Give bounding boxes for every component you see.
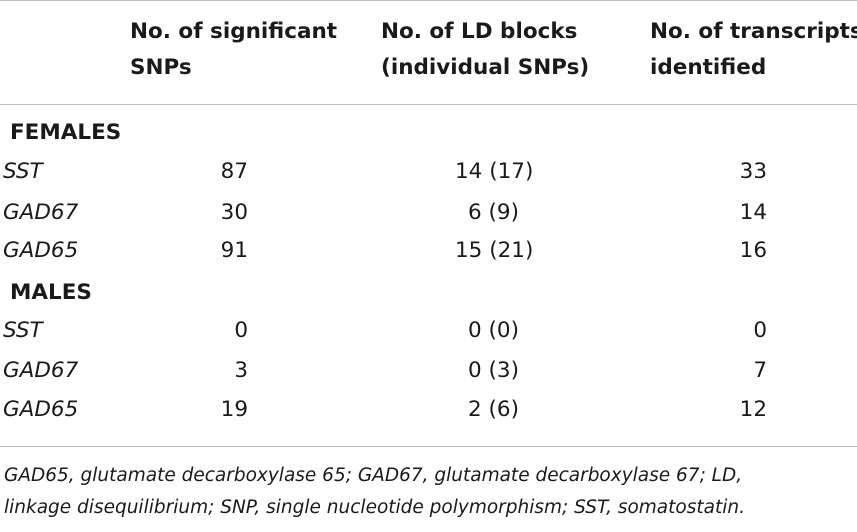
row-snps: 87 — [220, 159, 248, 184]
row-transcripts: 33 — [739, 159, 767, 184]
section-title-females: FEMALES — [10, 120, 122, 145]
row-transcripts: 12 — [739, 397, 767, 422]
header-ld-blocks-line1: No. of LD blocks — [381, 19, 578, 44]
row-ld-blocks: 15 (21) — [455, 238, 534, 263]
row-transcripts: 7 — [753, 358, 767, 383]
section-title-males: MALES — [10, 280, 92, 305]
header-significant-snps-line2: SNPs — [130, 55, 192, 80]
row-gene: GAD65 — [3, 397, 79, 422]
row-snps: 0 — [234, 318, 248, 343]
row-ld-blocks: 14 (17) — [455, 159, 534, 184]
row-ld-blocks: 2 (6) — [468, 397, 519, 422]
row-gene: GAD67 — [3, 358, 79, 383]
header-ld-blocks: No. of LD blocks (individual SNPs) — [381, 14, 589, 86]
row-transcripts: 0 — [753, 318, 767, 343]
row-snps: 19 — [220, 397, 248, 422]
top-rule — [0, 0, 857, 1]
row-snps: 30 — [220, 200, 248, 225]
header-significant-snps: No. of significant SNPs — [130, 14, 337, 86]
row-transcripts: 16 — [739, 238, 767, 263]
row-gene: GAD65 — [3, 238, 79, 263]
row-gene: SST — [3, 318, 43, 343]
header-transcripts-line2: identified — [650, 55, 767, 80]
table-footnote: GAD65, glutamate decarboxylase 65; GAD67… — [4, 460, 856, 524]
header-ld-blocks-line2: (individual SNPs) — [381, 55, 590, 80]
header-transcripts-line1: No. of transcripts — [650, 19, 857, 44]
bottom-rule — [0, 446, 857, 447]
header-rule — [0, 104, 857, 105]
row-gene: GAD67 — [3, 200, 79, 225]
header-significant-snps-line1: No. of significant — [130, 19, 338, 44]
row-gene: SST — [3, 159, 43, 184]
footnote-line2: linkage disequilibrium; SNP, single nucl… — [4, 497, 745, 518]
row-ld-blocks: 0 (0) — [468, 318, 519, 343]
header-transcripts: No. of transcripts identified — [650, 14, 857, 86]
row-transcripts: 14 — [739, 200, 767, 225]
row-snps: 3 — [234, 358, 248, 383]
footnote-line1: GAD65, glutamate decarboxylase 65; GAD67… — [4, 465, 743, 486]
row-ld-blocks: 6 (9) — [468, 200, 519, 225]
row-snps: 91 — [220, 238, 248, 263]
row-ld-blocks: 0 (3) — [468, 358, 519, 383]
